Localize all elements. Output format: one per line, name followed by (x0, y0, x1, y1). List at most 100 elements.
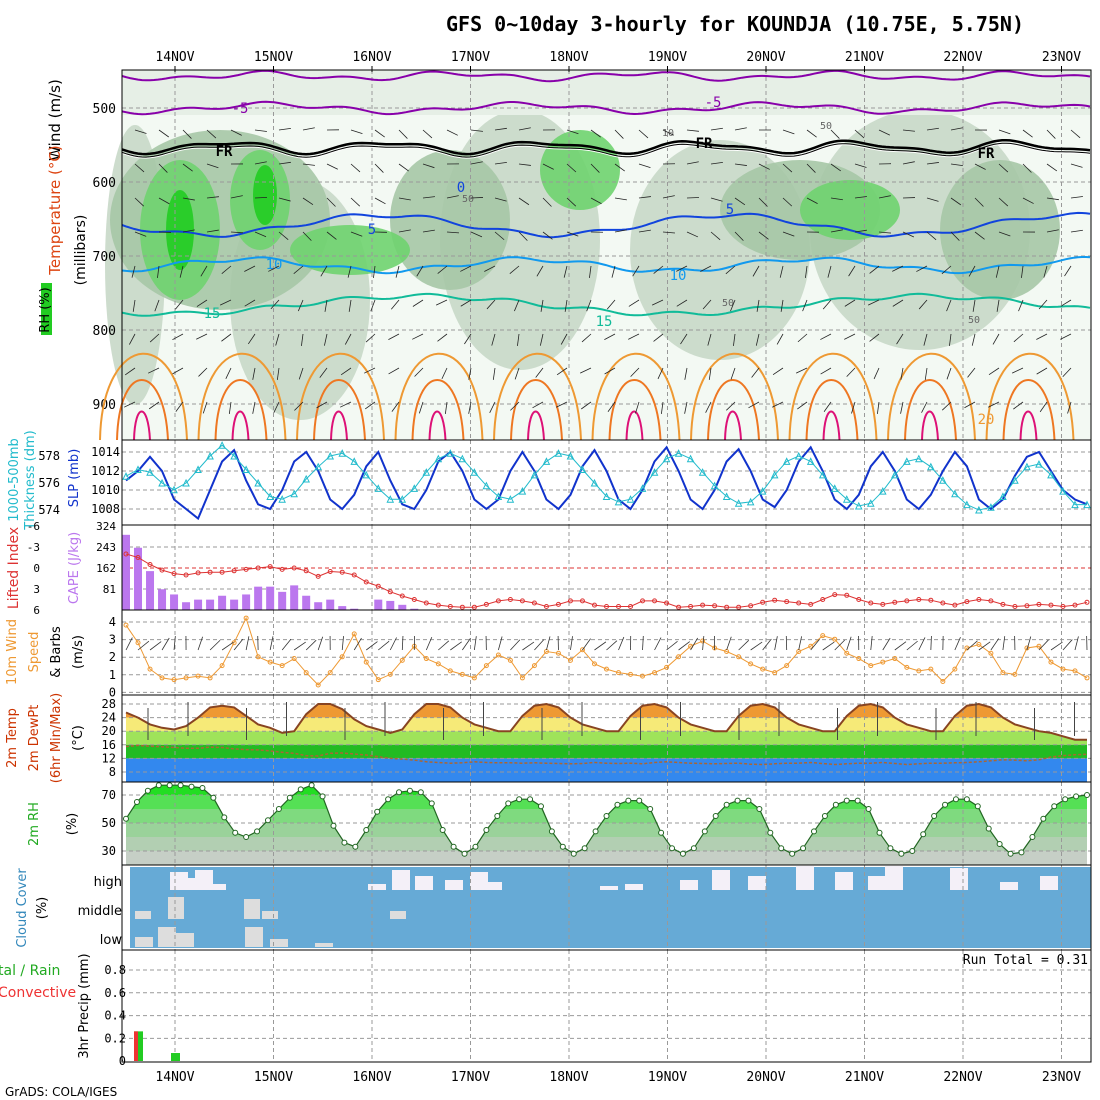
isotherm-line (724, 410, 742, 441)
rh-point (658, 829, 665, 836)
wind-barb (124, 367, 136, 376)
rh-point (548, 828, 555, 835)
precip-tick: 0.2 (104, 1031, 126, 1045)
thickness-point (1011, 476, 1019, 484)
wind-barb (710, 231, 721, 241)
thickness-point (758, 486, 767, 495)
wind-barb (254, 161, 267, 165)
wind-speed-point (519, 675, 525, 681)
thickness-point (818, 470, 827, 479)
wind-barb (795, 367, 808, 374)
wind-barb (366, 641, 378, 651)
rh-point (1051, 803, 1058, 810)
thickness-point (927, 462, 935, 471)
lifted-index-point (736, 604, 742, 610)
cloud-high-bar (470, 872, 488, 890)
cape-bar (290, 585, 299, 610)
thickness-point (987, 503, 995, 511)
wind-barb (1062, 367, 1072, 378)
lifted-index-point (988, 598, 994, 604)
isotherm-line (625, 410, 644, 441)
temperature-axis-label: Temperature (°C) (46, 145, 64, 275)
wind-speed-point (531, 663, 537, 669)
wind-barb (967, 367, 976, 378)
freezing-level-line (121, 142, 1091, 158)
wind-speed-point (291, 656, 297, 662)
wind-barb (1060, 299, 1072, 307)
wind-barb (998, 197, 1009, 207)
humidity-area (390, 150, 510, 290)
wind-barb (653, 333, 664, 342)
rh-point (854, 797, 861, 804)
wind-barb (244, 299, 256, 307)
isotherm-line (214, 379, 268, 441)
thickness-point (194, 465, 202, 473)
wind-speed-point (928, 666, 934, 672)
wind-barb (468, 401, 472, 414)
wind-barb (946, 299, 952, 312)
lifted-index-point (411, 597, 417, 602)
wind-barb (780, 299, 784, 312)
wind-speed-point (255, 654, 261, 660)
wind-barb (854, 196, 867, 199)
isotherm-line (99, 352, 188, 441)
slp-line (125, 445, 1088, 521)
rh-point (505, 800, 512, 807)
wind-barb (221, 641, 234, 651)
cape-bar (398, 604, 407, 610)
wind-barb (179, 265, 184, 278)
lifted-index-point (543, 604, 549, 609)
lifted-index-point (856, 597, 862, 602)
cloud-high-bar (835, 872, 853, 890)
wind-barb (489, 401, 496, 413)
lifted-index-point (640, 598, 646, 604)
wind-barb (540, 299, 544, 312)
wind-speed-point (267, 659, 273, 665)
wind-speed-point (195, 673, 201, 679)
wind-barb (684, 401, 688, 414)
wind-barb (776, 333, 784, 345)
wind-speed-point (616, 670, 622, 676)
wind-barb (197, 636, 204, 651)
wind-barb (1043, 265, 1048, 278)
wind-speed-point (748, 661, 754, 667)
contour-label: 10 (266, 257, 283, 273)
wind-barb (604, 367, 616, 375)
wind-barb (1036, 367, 1048, 375)
lifted-index-point (868, 600, 874, 606)
rh-point (232, 829, 239, 836)
wind-barb (450, 641, 462, 651)
lifted-index-point (772, 597, 778, 603)
wind-barb (846, 367, 856, 377)
thickness-point (482, 481, 491, 490)
lifted-index-tick: 0 (33, 562, 40, 575)
wind-barb (946, 367, 952, 380)
rh-point (789, 850, 796, 857)
wind-barb (470, 231, 483, 238)
rh-point (1018, 849, 1025, 856)
wind-barb (930, 635, 932, 651)
thickness-tick: 576 (38, 476, 60, 490)
wind-barb (918, 299, 928, 310)
wind-barb (822, 641, 835, 651)
wind-barb (494, 127, 507, 131)
wind-barb (446, 129, 458, 136)
wind-tick: 0 (109, 685, 116, 699)
wind-barb (734, 127, 747, 131)
lifted-index-point (724, 604, 730, 610)
wind-barb (1050, 641, 1063, 651)
wind-barb (638, 129, 649, 139)
rh-swatch (41, 283, 52, 335)
wind-barb (370, 299, 376, 312)
wind-barb (822, 299, 832, 310)
wind-barb (614, 163, 625, 172)
temp-tick: 20 (102, 724, 116, 738)
wind-speed-point (844, 650, 850, 656)
wind-barb (340, 401, 352, 408)
wind-speed-point (483, 663, 489, 669)
wind-speed-point (700, 638, 706, 644)
lifted-index-point (291, 565, 297, 571)
wind-barb (968, 265, 976, 277)
wind-barb (494, 231, 505, 241)
